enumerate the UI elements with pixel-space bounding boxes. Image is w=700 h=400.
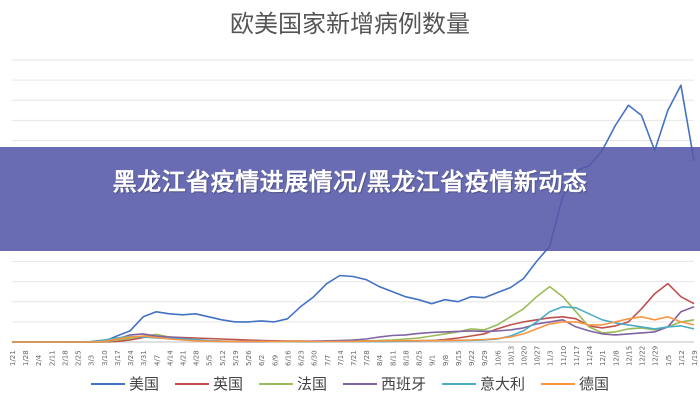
x-tick-label: 10/20 xyxy=(521,346,529,366)
series-line-德国 xyxy=(12,315,695,343)
x-tick-label: 2/18 xyxy=(61,350,69,366)
legend-label: 美国 xyxy=(128,375,159,393)
x-tick-label: 9/15 xyxy=(455,350,463,366)
x-tick-label: 1/12 xyxy=(678,350,686,366)
x-tick-label: 12/29 xyxy=(652,346,660,366)
x-tick-label: 3/10 xyxy=(101,350,109,366)
x-tick-label: 12/1 xyxy=(599,350,607,366)
x-tick-label: 7/21 xyxy=(350,350,358,366)
x-tick-label: 3/31 xyxy=(140,350,148,366)
x-tick-label: 11/24 xyxy=(586,345,594,366)
x-tick-label: 6/2 xyxy=(258,355,266,366)
x-tick-label: 1/5 xyxy=(665,355,673,366)
x-tick-label: 9/29 xyxy=(481,350,489,366)
legend-item: 德国 xyxy=(541,373,609,394)
x-tick-label: 9/22 xyxy=(468,350,476,366)
x-tick-label: 3/17 xyxy=(114,350,122,366)
x-tick-label: 2/4 xyxy=(35,354,43,366)
legend-label: 西班牙 xyxy=(381,375,427,393)
legend-swatch xyxy=(90,382,125,385)
x-tick-label: 12/22 xyxy=(639,346,647,366)
x-tick-label: 5/19 xyxy=(232,350,240,366)
x-tick-label: 1/28 xyxy=(22,350,30,366)
x-tick-label: 12/8 xyxy=(612,350,620,366)
x-axis-ticks: 1/21 1/28 2/4 2/11 2/18 2/25 3/3 3/10 3/17 3/24 3/… xyxy=(9,345,699,366)
x-tick-label: 6/30 xyxy=(311,350,319,366)
x-tick-label: 3/3 xyxy=(88,355,96,366)
x-tick-label: 5/26 xyxy=(245,350,253,366)
x-tick-label: 11/10 xyxy=(560,346,568,366)
series-line-英国 xyxy=(12,282,695,343)
legend-swatch xyxy=(258,382,293,385)
x-tick-label: 10/27 xyxy=(534,346,542,366)
x-tick-label: 6/23 xyxy=(298,350,306,366)
chart-legend: 美国 英国 法国 西班牙 意大利 德国 xyxy=(0,373,700,394)
legend-item: 法国 xyxy=(258,373,327,394)
x-tick-label: 2/25 xyxy=(75,350,83,366)
legend-swatch xyxy=(442,382,477,385)
legend-swatch xyxy=(541,382,576,385)
x-tick-label: 7/14 xyxy=(337,350,345,366)
title-banner: 黑龙江省疫情进展情况/黑龙江省疫情新动态 xyxy=(0,147,700,251)
chart-title: 欧美国家新增病例数量 xyxy=(230,10,470,38)
x-tick-label: 8/11 xyxy=(389,350,397,366)
legend-label: 法国 xyxy=(296,375,327,393)
x-tick-label: 9/8 xyxy=(442,355,450,366)
legend-item: 意大利 xyxy=(442,373,525,394)
legend-swatch xyxy=(174,382,209,385)
x-tick-label: 11/17 xyxy=(573,346,581,366)
legend-item: 英国 xyxy=(174,373,243,394)
legend-label: 意大利 xyxy=(480,375,526,393)
x-tick-label: 5/5 xyxy=(206,355,214,366)
x-tick-label: 8/25 xyxy=(416,350,424,366)
x-tick-label: 8/4 xyxy=(376,354,384,366)
x-tick-label: 3/24 xyxy=(127,350,135,366)
banner-text: 黑龙江省疫情进展情况/黑龙江省疫情新动态 xyxy=(112,168,588,196)
x-tick-label: 8/18 xyxy=(402,350,410,366)
legend-label: 英国 xyxy=(212,375,243,393)
x-tick-label: 4/7 xyxy=(153,355,161,366)
x-tick-label: 10/6 xyxy=(494,350,502,366)
x-tick-label: 2/11 xyxy=(48,350,56,366)
x-tick-label: 5/12 xyxy=(219,350,227,366)
legend-item: 美国 xyxy=(90,373,159,394)
legend-label: 德国 xyxy=(579,375,610,393)
x-tick-label: 1/19 xyxy=(691,350,699,366)
x-tick-label: 6/9 xyxy=(271,355,279,366)
x-tick-label: 1/21 xyxy=(9,350,17,366)
x-tick-label: 4/28 xyxy=(193,350,201,366)
x-tick-label: 11/3 xyxy=(547,350,555,366)
x-tick-label: 6/16 xyxy=(284,350,292,366)
x-tick-label: 4/21 xyxy=(180,350,188,366)
legend-swatch xyxy=(343,382,377,385)
x-tick-label: 7/7 xyxy=(324,355,332,366)
x-tick-label: 9/1 xyxy=(429,355,437,366)
x-tick-label: 7/28 xyxy=(363,350,371,366)
x-tick-label: 10/13 xyxy=(507,346,515,366)
x-tick-label: 12/15 xyxy=(625,346,633,366)
legend-item: 西班牙 xyxy=(343,373,426,394)
x-tick-label: 4/14 xyxy=(166,350,174,366)
